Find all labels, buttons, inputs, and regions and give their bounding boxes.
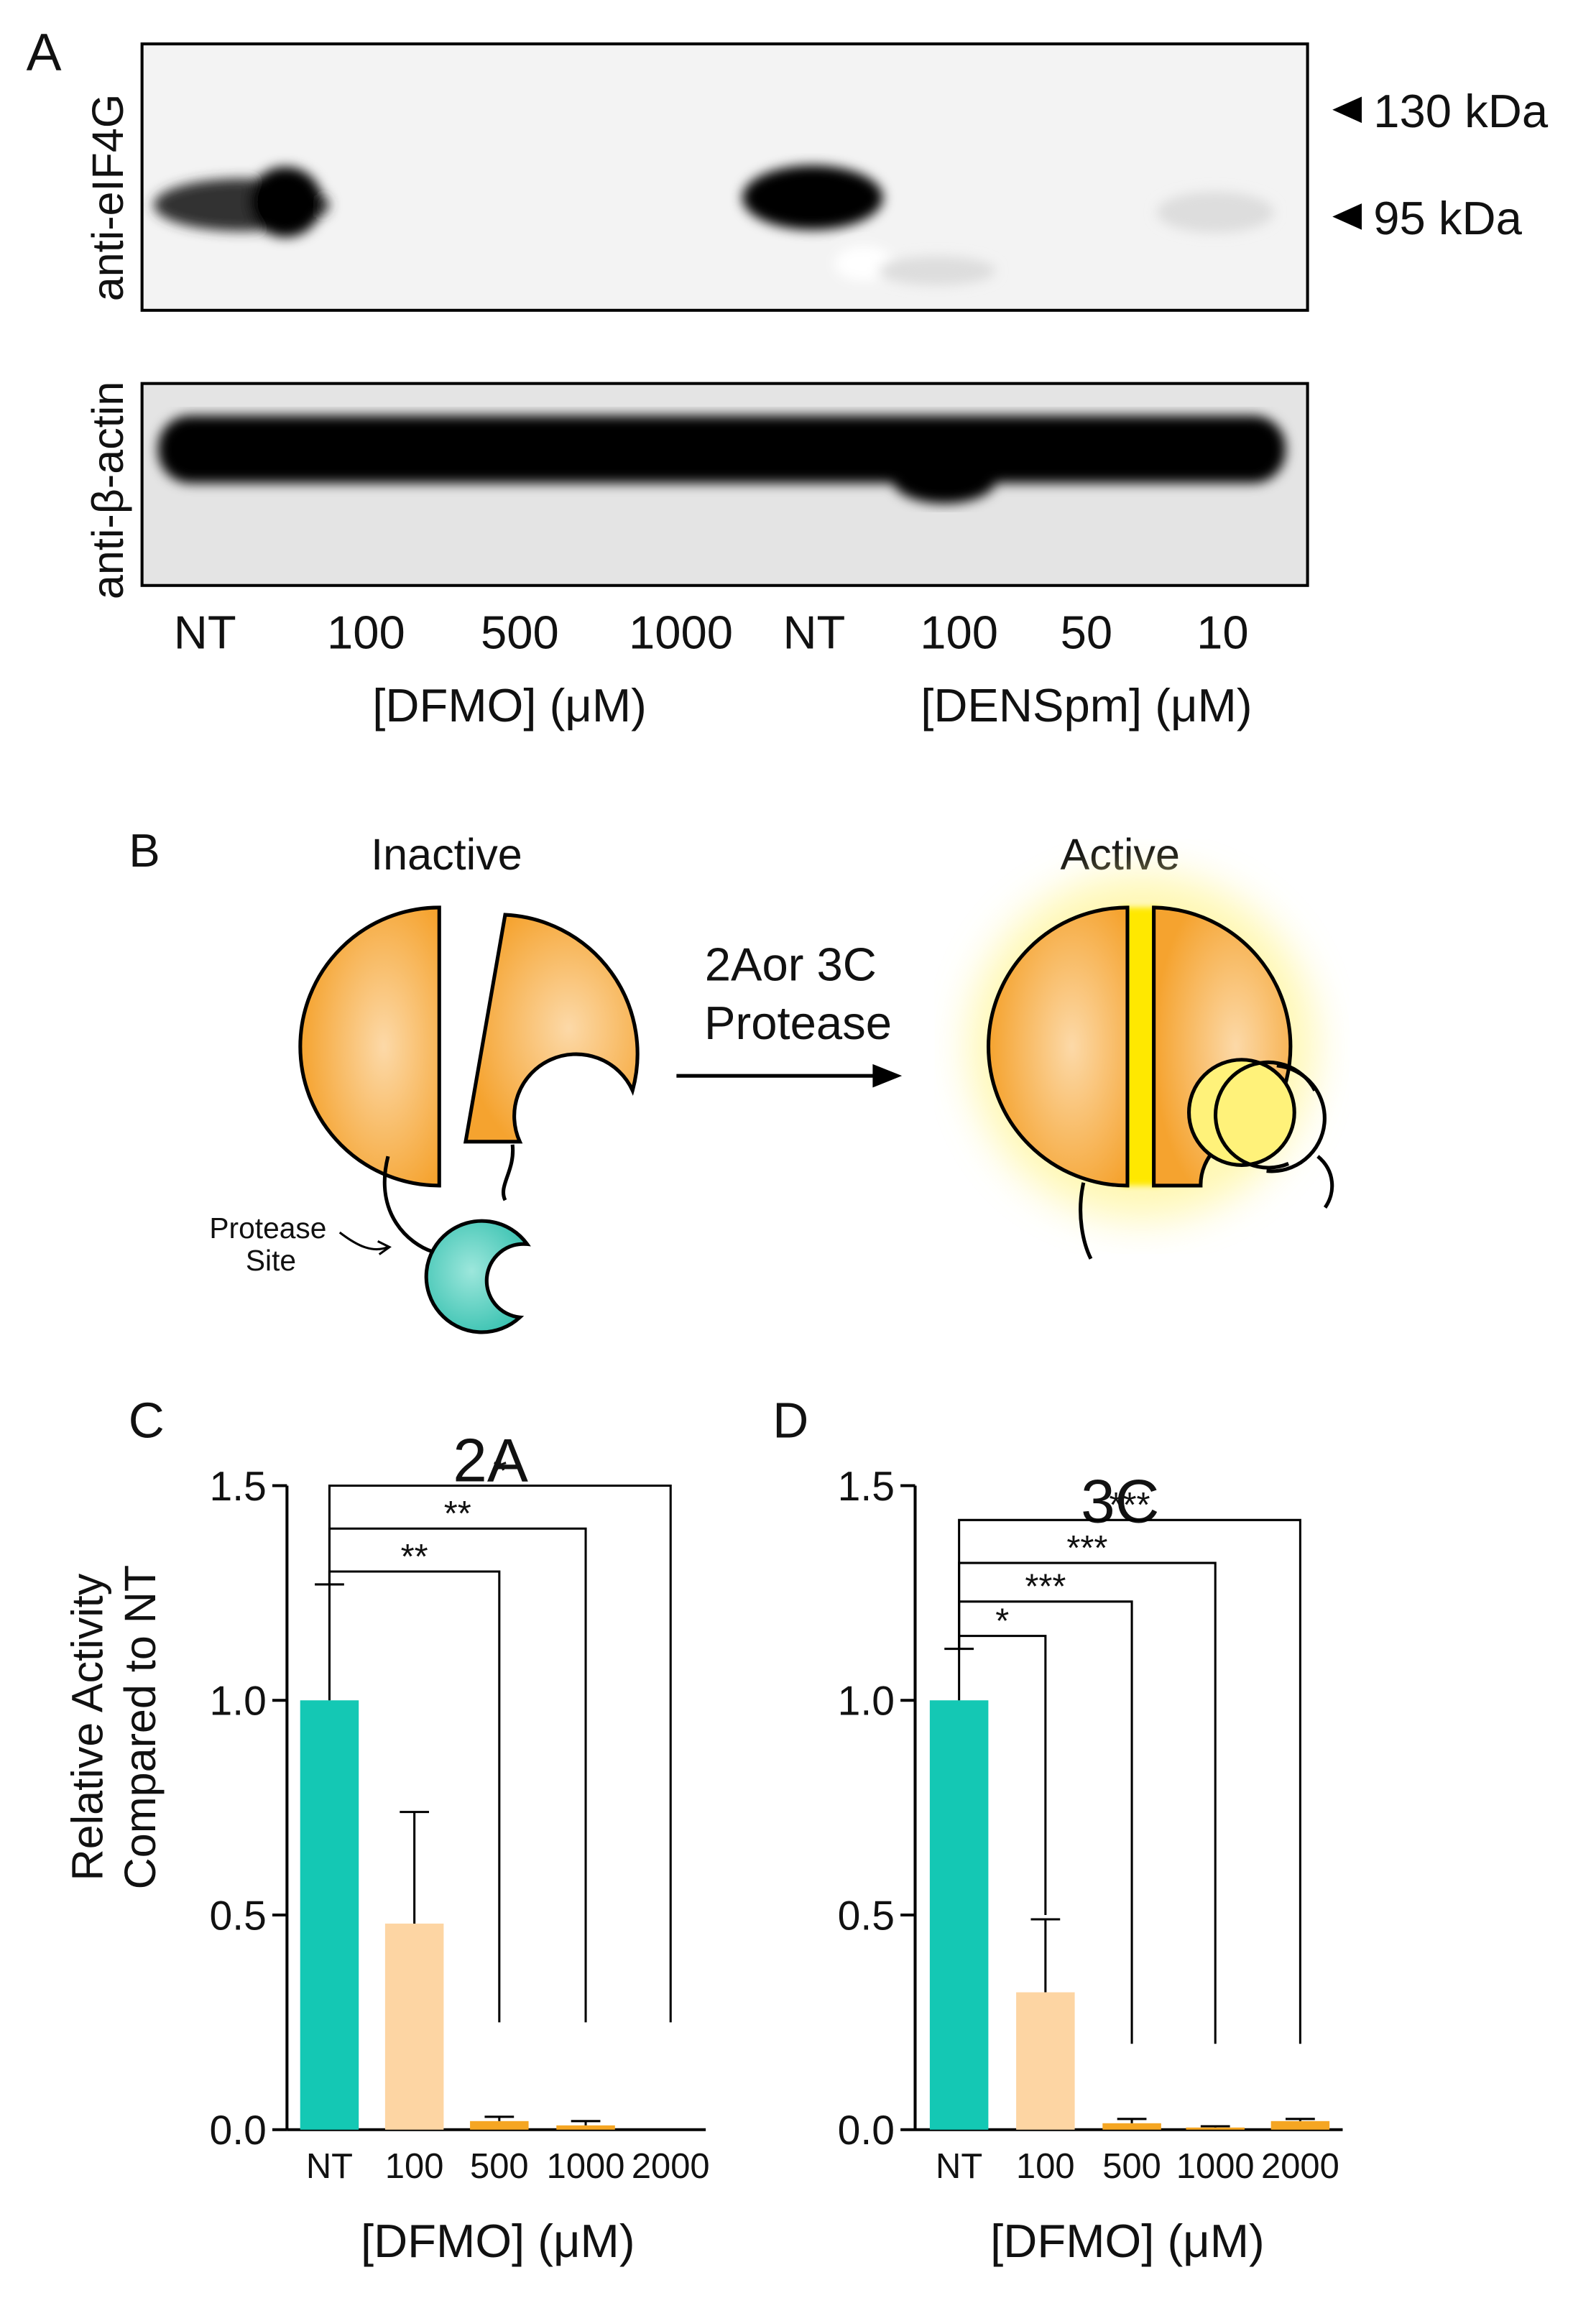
y-tick-label: 1.0 (838, 1679, 895, 1725)
significance-label: *** (1066, 1529, 1107, 1568)
y-axis-label-line: Relative Activity (63, 1573, 112, 1881)
marker-arrows (1332, 96, 1362, 230)
blot-bottom (140, 382, 1309, 587)
lane-label: 100 (920, 606, 998, 658)
lane-labels: NT 100 500 1000 NT 100 50 10 (174, 606, 1249, 658)
x-tick-label: NT (306, 2147, 353, 2186)
lane-label: NT (174, 606, 236, 658)
inactive-diagram (298, 905, 640, 1334)
charts: C 2A Relative Activity Compared to NT 0.0 0.5… (63, 1392, 1343, 2267)
bar (1102, 2123, 1161, 2130)
bar (556, 2125, 615, 2130)
y-tick-label: 0.0 (210, 2108, 267, 2154)
significance-bracket (328, 1484, 672, 2023)
site-label: Site (246, 1244, 296, 1277)
significance-label: * (995, 1602, 1009, 1641)
lane-label: 1000 (629, 606, 733, 658)
group-label: [DENSpm] (μM) (921, 679, 1252, 732)
y-tick-label: 0.5 (838, 1893, 895, 1939)
y-tick-label: 0.5 (210, 1893, 267, 1939)
significance-label: ** (444, 1495, 471, 1533)
site-label: Protease (209, 1212, 326, 1245)
blot-label: anti-eIF4G (83, 94, 132, 302)
error-bar (1286, 2118, 1315, 2121)
panel-label: D (772, 1392, 808, 1448)
bar (300, 1700, 359, 2130)
significance-bracket (958, 1518, 1301, 2044)
panel-label: C (129, 1392, 165, 1448)
significance-label: *** (1025, 1568, 1066, 1607)
panel-label: A (27, 23, 62, 82)
y-tick-label: 1.0 (210, 1679, 267, 1725)
x-tick-label: 500 (1102, 2147, 1161, 2186)
bar (1186, 2127, 1245, 2130)
x-axis-label: [DFMO] (μM) (361, 2215, 635, 2267)
blot-label: anti-β-actin (83, 382, 132, 599)
x-axis-label: [DFMO] (μM) (990, 2215, 1265, 2267)
x-tick-label: 100 (385, 2147, 444, 2186)
error-bar (400, 1811, 430, 1924)
y-tick-label: 0.0 (838, 2108, 895, 2154)
bar (1016, 1992, 1075, 2130)
blot-top (140, 42, 1309, 312)
x-tick-label: 2000 (1261, 2147, 1339, 2186)
arrow-label: Protease (704, 997, 892, 1049)
x-tick-label: 1000 (547, 2147, 625, 2186)
panel-label: B (129, 824, 160, 877)
y-axis-label-line: Compared to NT (116, 1565, 165, 1890)
group-label: [DFMO] (μM) (372, 679, 647, 732)
error-bar (1117, 2118, 1147, 2123)
bar (470, 2121, 529, 2130)
lane-label: 500 (481, 606, 559, 658)
arrow-label: 2Aor 3C (705, 938, 877, 991)
bar (1270, 2121, 1330, 2130)
error-bar (944, 1648, 974, 1701)
lane-label: 10 (1196, 606, 1249, 658)
chart-title: 2A (453, 1426, 528, 1495)
significance-label: ** (401, 1538, 428, 1577)
significance-label: *** (1109, 1486, 1150, 1525)
error-bar (484, 2115, 515, 2121)
bands-bottom (158, 415, 1286, 504)
lane-label: NT (783, 606, 845, 658)
chart-title: 3C (1081, 1467, 1159, 1536)
x-tick-label: NT (936, 2147, 982, 2186)
marker-label: 130 kDa (1373, 85, 1549, 137)
x-tick-label: 500 (470, 2147, 529, 2186)
state-label: Inactive (371, 830, 522, 879)
error-bar (1030, 1918, 1061, 1993)
y-tick-label: 1.5 (838, 1464, 895, 1510)
bands-top (153, 165, 1274, 286)
lane-label: 50 (1061, 606, 1113, 658)
significance-label: * (493, 1452, 507, 1490)
lane-label: 100 (327, 606, 405, 658)
error-bar (571, 2120, 601, 2126)
x-tick-label: 1000 (1176, 2147, 1255, 2186)
bar (384, 1923, 444, 2130)
error-bar (1200, 2125, 1230, 2128)
significance-bracket (328, 1527, 587, 2023)
x-tick-label: 2000 (632, 2147, 710, 2186)
arrow-head (872, 1063, 903, 1088)
error-bar (315, 1583, 344, 1701)
state-label: Active (1061, 830, 1180, 879)
marker-label: 95 kDa (1373, 192, 1522, 244)
y-axis-label: Relative Activity Compared to NT (63, 1565, 165, 1890)
bar (929, 1700, 989, 2130)
active-diagram (969, 874, 1334, 1260)
x-tick-label: 100 (1016, 2147, 1075, 2186)
y-tick-label: 1.5 (210, 1464, 267, 1510)
